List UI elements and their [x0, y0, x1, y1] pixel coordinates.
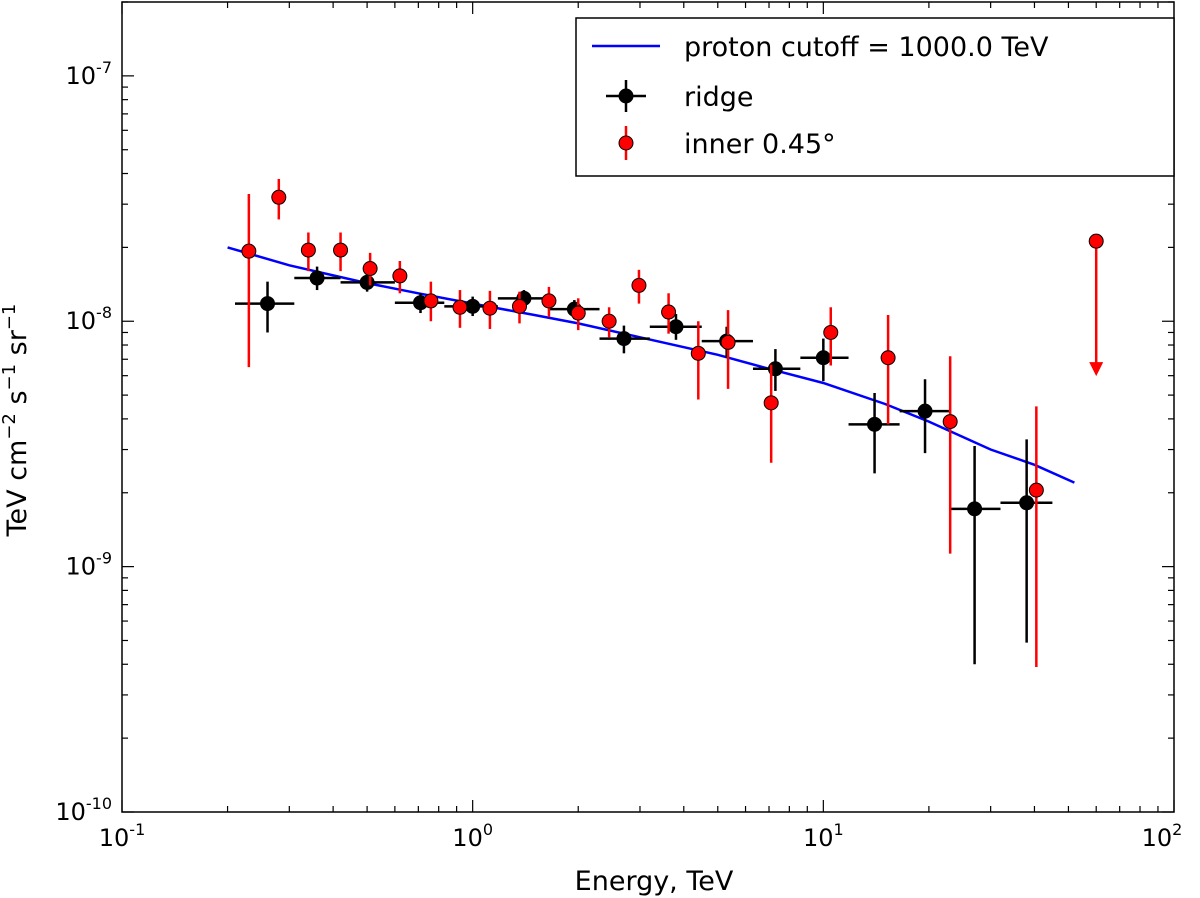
x-axis-label: Energy, TeV — [575, 866, 734, 897]
x-tick-label: 10-1 — [99, 820, 146, 852]
model-curve-line — [227, 246, 1075, 484]
ridge-point — [1019, 495, 1035, 511]
inner-point — [300, 242, 316, 258]
plot-frame — [121, 1, 1175, 813]
inner-point — [482, 300, 498, 316]
y-tick-label: 10-10 — [55, 794, 112, 826]
inner-point — [241, 243, 257, 259]
ridge-point — [260, 296, 276, 312]
inner-point — [362, 261, 378, 277]
legend-ridge-marker — [618, 88, 634, 104]
inner-point — [423, 293, 439, 309]
legend: proton cutoff = 1000.0 TeV ridge inner 0… — [575, 17, 1175, 177]
inner-point — [541, 293, 557, 309]
x-tick-label: 101 — [803, 820, 844, 852]
inner-point — [1028, 482, 1044, 498]
ridge-point — [917, 403, 933, 419]
ridge-point — [815, 350, 831, 366]
legend-frame — [575, 17, 1175, 177]
y-tick-label: 10-8 — [66, 303, 113, 335]
inner-point — [631, 277, 647, 293]
ridge-point — [616, 331, 632, 347]
y-axis-label: TeV cm−2 s−1 sr−1 — [0, 304, 33, 538]
inner-point — [392, 268, 408, 284]
inner-point — [511, 298, 527, 314]
inner-upper-limit-arrow — [1089, 362, 1104, 377]
model-curve-layer — [227, 246, 1075, 484]
inner-point — [942, 414, 958, 430]
inner-point — [823, 324, 839, 340]
x-tick-label: 102 — [1142, 820, 1183, 852]
ridge-point — [867, 416, 883, 432]
inner-point — [661, 304, 677, 320]
legend-ridge-label: ridge — [684, 82, 754, 113]
inner-point — [763, 395, 779, 411]
inner-point — [690, 345, 706, 361]
ridge-point — [309, 270, 325, 286]
inner-point — [333, 242, 349, 258]
inner-point — [1088, 233, 1104, 249]
legend-inner-label: inner 0.45° — [684, 129, 836, 160]
y-tick-label: 10-9 — [66, 549, 113, 581]
inner-point — [271, 189, 287, 205]
legend-inner-marker — [618, 135, 634, 151]
x-tick-label: 100 — [452, 820, 493, 852]
legend-model-label: proton cutoff = 1000.0 TeV — [684, 32, 1049, 63]
inner-series-layer — [241, 178, 1104, 667]
y-tick-label: 10-7 — [66, 58, 113, 90]
inner-point — [452, 299, 468, 315]
ridge-point — [465, 298, 481, 314]
inner-point — [601, 313, 617, 329]
ridge-series-layer — [234, 266, 1053, 665]
ridge-point — [668, 319, 684, 335]
inner-point — [570, 305, 586, 321]
ridge-point — [359, 274, 375, 290]
inner-point — [880, 350, 896, 366]
inner-point — [720, 334, 736, 350]
ridge-point — [967, 501, 983, 517]
